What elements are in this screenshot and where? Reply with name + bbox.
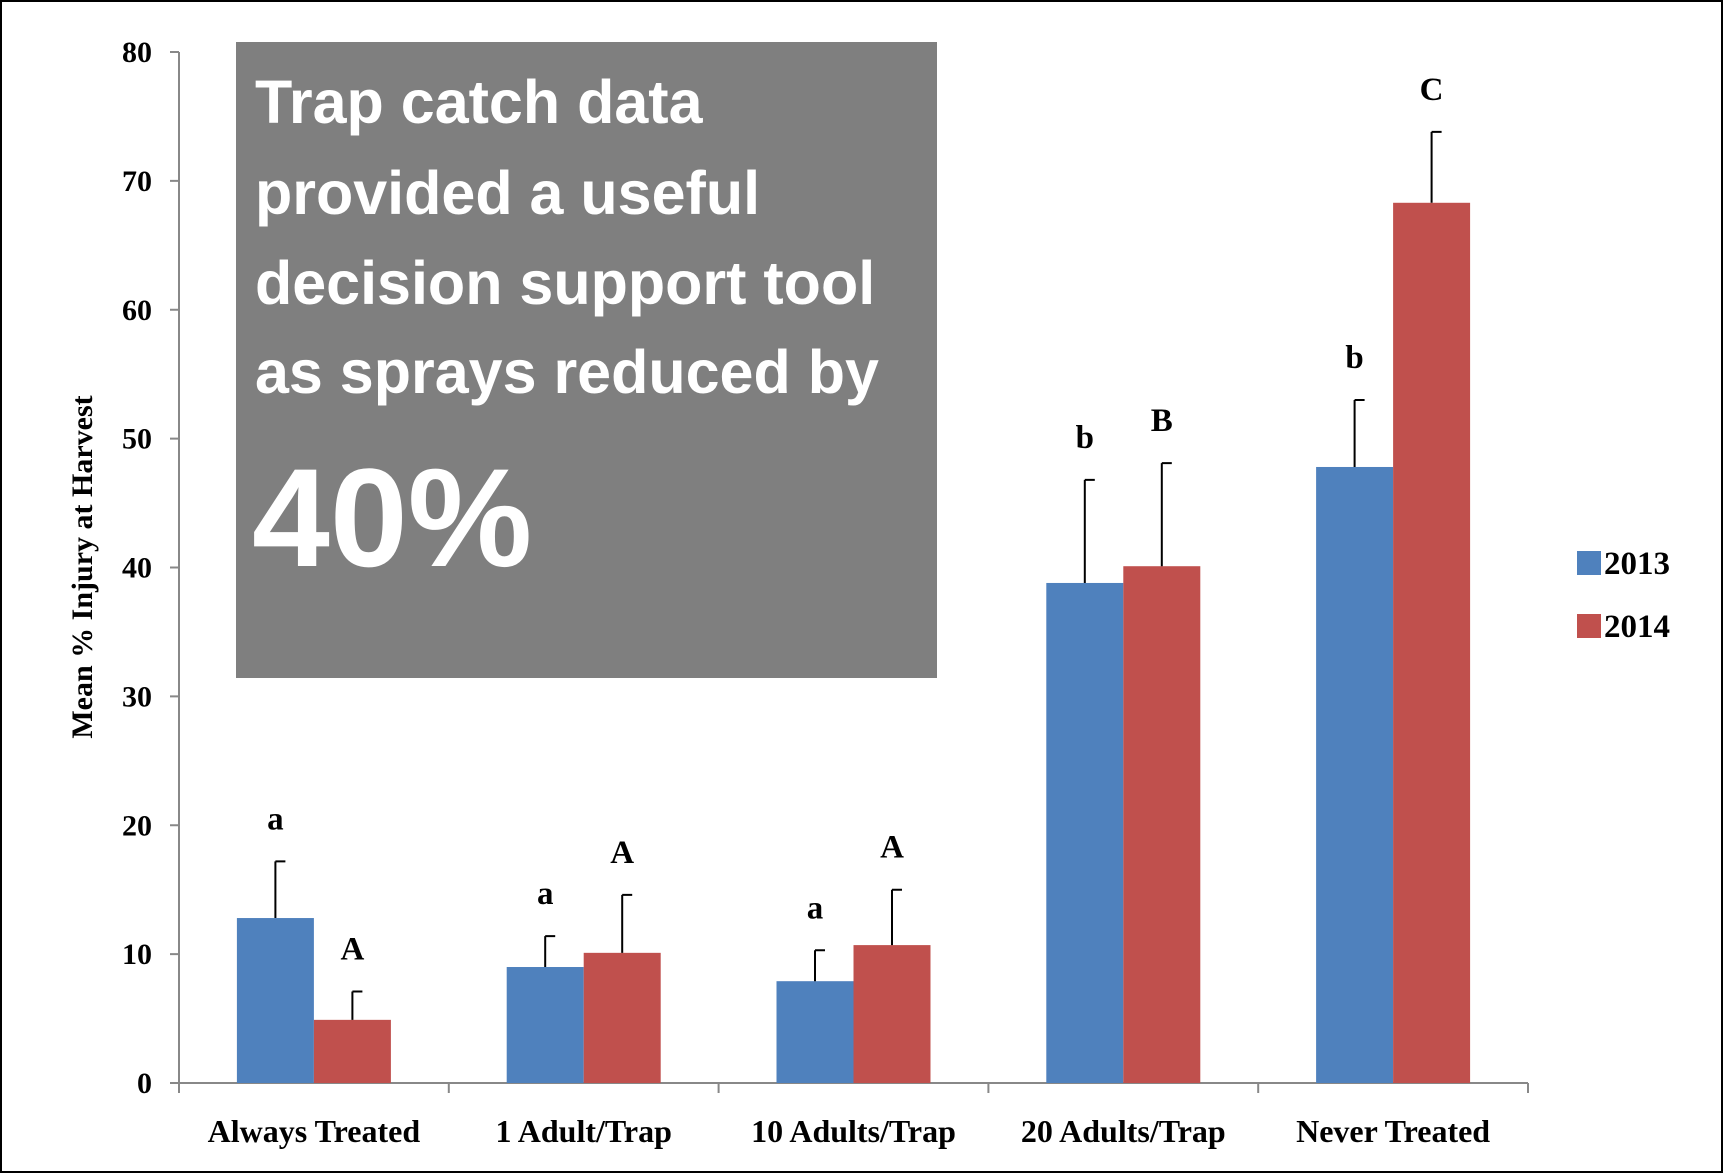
error-bar	[274, 860, 286, 919]
bar	[1316, 466, 1394, 1083]
error-bar	[891, 888, 902, 946]
error-bar	[1353, 398, 1365, 467]
significance-letter: a	[537, 876, 554, 912]
y-tick-label: 40	[122, 552, 152, 585]
y-tick-label: 0	[137, 1067, 152, 1100]
y-tick-label: 80	[122, 36, 152, 69]
annotation-line: Trap catch data	[255, 68, 704, 136]
x-tick-label: Always Treated	[208, 1113, 421, 1149]
legend-swatch	[1577, 614, 1601, 638]
significance-letter: A	[340, 931, 364, 967]
annotation-box	[236, 42, 937, 678]
significance-letter: B	[1151, 403, 1173, 439]
y-tick-label: 50	[122, 423, 152, 456]
bar	[1393, 202, 1471, 1083]
significance-letter: a	[267, 801, 284, 837]
x-tick-label: 10 Adults/Trap	[751, 1113, 956, 1149]
y-axis-label: Mean % Injury at Harvest	[66, 395, 99, 738]
legend-swatch	[1577, 551, 1601, 575]
error-bar	[814, 949, 825, 982]
bar	[506, 967, 584, 1083]
error-bar	[621, 893, 633, 953]
significance-letter: b	[1076, 420, 1094, 456]
significance-letter: a	[807, 890, 824, 926]
bar	[313, 1019, 391, 1083]
significance-letter: b	[1345, 340, 1363, 376]
bar	[1046, 582, 1124, 1083]
bar	[1123, 566, 1201, 1083]
bar	[583, 952, 661, 1083]
y-tick-label: 20	[122, 809, 152, 842]
significance-letter: A	[610, 835, 634, 871]
legend-label: 2014	[1604, 609, 1670, 645]
annotation-line: decision support tool	[255, 249, 875, 317]
significance-letter: C	[1420, 72, 1444, 108]
y-tick-label: 10	[122, 938, 152, 971]
annotation-line: provided a useful	[255, 159, 760, 227]
x-tick-label: 1 Adult/Trap	[496, 1113, 672, 1149]
annotation-highlight: 40%	[252, 439, 532, 596]
x-tick-label: Never Treated	[1296, 1113, 1490, 1149]
error-bar	[544, 935, 556, 968]
bar	[236, 918, 314, 1083]
error-bar	[1430, 130, 1442, 203]
legend-label: 2013	[1604, 546, 1670, 582]
error-bar	[1083, 478, 1095, 583]
bar	[776, 981, 854, 1083]
significance-letter: A	[880, 830, 904, 866]
bar	[853, 945, 931, 1083]
error-bar	[351, 990, 363, 1020]
error-bar	[1160, 462, 1172, 567]
annotation-line: as sprays reduced by	[255, 338, 879, 406]
y-tick-label: 30	[122, 680, 152, 713]
y-tick-label: 60	[122, 294, 152, 327]
x-tick-label: 20 Adults/Trap	[1021, 1113, 1226, 1149]
y-tick-label: 70	[122, 165, 152, 198]
